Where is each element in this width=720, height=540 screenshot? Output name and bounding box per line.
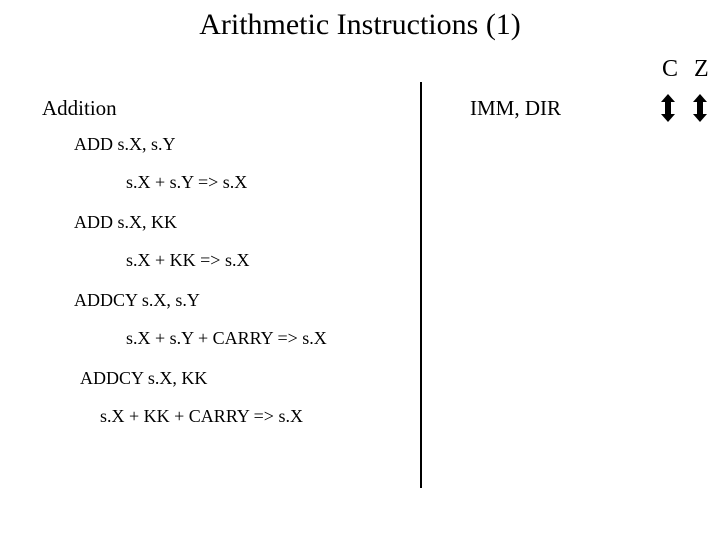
- section-heading: Addition: [42, 96, 117, 121]
- instruction-line: ADD s.X, KK: [74, 212, 177, 233]
- vertical-divider: [420, 82, 422, 488]
- instruction-line: s.X + KK + CARRY => s.X: [100, 406, 303, 427]
- instruction-line: ADD s.X, s.Y: [74, 134, 176, 155]
- updown-arrow-icon: [661, 94, 675, 122]
- slide: Arithmetic Instructions (1) C Z Addition…: [0, 0, 720, 540]
- instruction-line: s.X + KK => s.X: [126, 250, 249, 271]
- addressing-mode: IMM, DIR: [470, 96, 561, 121]
- updown-arrow-icon: [693, 94, 707, 122]
- flag-label-z: Z: [694, 56, 709, 83]
- instruction-line: ADDCY s.X, s.Y: [74, 290, 200, 311]
- page-title: Arithmetic Instructions (1): [0, 8, 720, 42]
- instruction-line: s.X + s.Y + CARRY => s.X: [126, 328, 327, 349]
- instruction-line: ADDCY s.X, KK: [80, 368, 207, 389]
- flag-label-c: C: [662, 56, 678, 83]
- instruction-line: s.X + s.Y => s.X: [126, 172, 247, 193]
